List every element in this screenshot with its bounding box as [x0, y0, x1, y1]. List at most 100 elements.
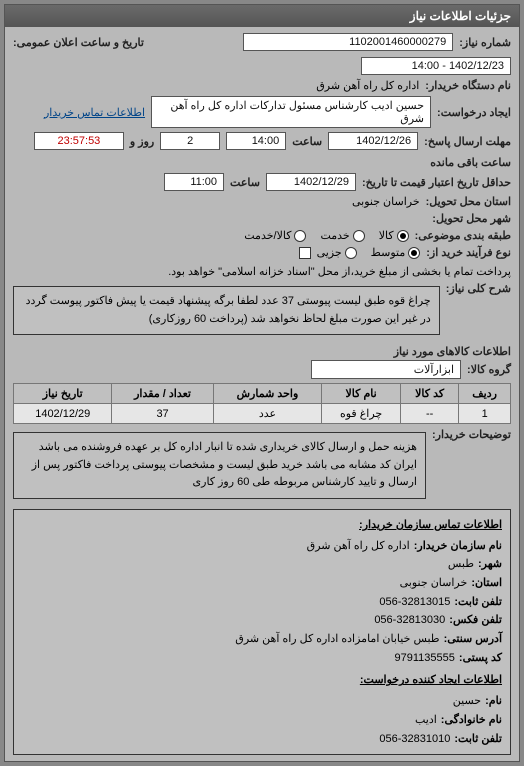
- table-cell: عدد: [213, 404, 322, 424]
- c-postal-label: کد پستی:: [459, 649, 502, 668]
- box-buyer-notes: هزینه حمل و ارسال کالای خریداری شده تا ا…: [13, 432, 426, 499]
- radio-label: کالا: [379, 229, 394, 242]
- c-phone-label: تلفن ثابت:: [454, 593, 502, 612]
- c-org-label: نام سازمان خریدار:: [414, 537, 502, 556]
- radio-icon: [345, 247, 357, 259]
- table-cell: 37: [112, 404, 213, 424]
- table-header: نام کالا: [322, 384, 401, 404]
- contact-block: اطلاعات تماس سازمان خریدار: نام سازمان خ…: [13, 509, 511, 755]
- label-province: استان محل تحویل:: [426, 195, 511, 208]
- radio-icon: [408, 247, 420, 259]
- field-announce: 1402/12/23 - 14:00: [361, 57, 511, 75]
- label-org-name: نام دستگاه خریدار:: [425, 79, 511, 92]
- row-send-deadline: مهلت ارسال پاسخ: 1402/12/26 ساعت 14:00 2…: [13, 132, 511, 169]
- c-phone2: 056-32831010: [379, 730, 450, 749]
- field-remaining-time: 23:57:53: [34, 132, 124, 150]
- link-contact-buyer[interactable]: اطلاعات تماس خریدار: [44, 106, 145, 119]
- row-request-no: شماره نیاز: 1102001460000279 تاریخ و ساع…: [13, 33, 511, 75]
- c-city-label: شهر:: [478, 555, 502, 574]
- c-lname-label: نام خانوادگی:: [441, 711, 502, 730]
- c-name-label: نام:: [485, 692, 502, 711]
- row-city: شهر محل تحویل:: [13, 212, 511, 225]
- row-main-desc: شرح کلی نیاز: چراغ قوه طبق لیست پیوستی 3…: [13, 282, 511, 339]
- label-category: طبقه بندی موضوعی:: [415, 229, 511, 242]
- radio-group-category: کالا خدمت کالا/خدمت: [244, 229, 408, 242]
- process-option-1[interactable]: جزیی: [317, 246, 357, 259]
- checkbox-treasury[interactable]: [299, 247, 311, 259]
- table-header: واحد شمارش: [213, 384, 322, 404]
- c-lname: ادیب: [415, 711, 437, 730]
- c-phone: 056-32813015: [379, 593, 450, 612]
- row-goods-group: گروه کالا: ابزارآلات: [13, 360, 511, 379]
- radio-icon: [294, 230, 306, 242]
- value-org-name: اداره کل راه آهن شرق: [316, 79, 419, 92]
- table-row: 1--چراغ قوهعدد371402/12/29: [14, 404, 511, 424]
- c-org: اداره کل راه آهن شرق: [307, 537, 410, 556]
- table-header: تعداد / مقدار: [112, 384, 213, 404]
- c-name: حسین: [453, 692, 481, 711]
- c-addr: طبس خیابان امامزاده اداره کل راه آهن شرق: [235, 630, 439, 649]
- main-panel: جزئیات اطلاعات نیاز شماره نیاز: 11020014…: [4, 4, 520, 762]
- radio-icon: [397, 230, 409, 242]
- radio-label: کالا/خدمت: [244, 229, 291, 242]
- category-option-2[interactable]: کالا/خدمت: [244, 229, 306, 242]
- field-remaining-days: 2: [160, 132, 220, 150]
- field-request-create: حسین ادیب کارشناس مسئول تدارکات اداره کل…: [151, 96, 431, 128]
- row-process: نوع فرآیند خرید از: متوسط جزیی پرداخت تما…: [13, 246, 511, 278]
- label-announce: تاریخ و ساعت اعلان عمومی:: [13, 36, 144, 49]
- field-send-date: 1402/12/26: [328, 132, 418, 150]
- field-goods-group: ابزارآلات: [311, 360, 461, 379]
- radio-group-process: متوسط جزیی: [317, 246, 421, 259]
- radio-label: متوسط: [371, 246, 406, 259]
- c-phone2-label: تلفن ثابت:: [454, 730, 502, 749]
- label-main-desc: شرح کلی نیاز:: [446, 282, 511, 295]
- radio-label: جزیی: [317, 246, 342, 259]
- radio-icon: [353, 230, 365, 242]
- value-province: خراسان جنوبی: [352, 195, 420, 208]
- table-cell: 1: [459, 404, 511, 424]
- checkbox-treasury-label: پرداخت تمام یا بخشی از مبلغ خرید،از محل …: [168, 265, 511, 278]
- label-buyer-notes: توضیحات خریدار:: [432, 428, 511, 441]
- c-addr-label: آدرس سنتی:: [444, 630, 502, 649]
- c-fax: 056-32813030: [374, 611, 445, 630]
- table-cell: چراغ قوه: [322, 404, 401, 424]
- process-option-0[interactable]: متوسط: [371, 246, 421, 259]
- label-goods-group: گروه کالا:: [467, 363, 511, 376]
- label-send-deadline: مهلت ارسال پاسخ:: [424, 135, 511, 148]
- label-process: نوع فرآیند خرید از:: [426, 246, 511, 259]
- c-postal: 9791135555: [395, 649, 455, 668]
- row-org-name: نام دستگاه خریدار: اداره کل راه آهن شرق: [13, 79, 511, 92]
- label-hour1: ساعت: [292, 135, 322, 148]
- panel-body: شماره نیاز: 1102001460000279 تاریخ و ساع…: [5, 27, 519, 761]
- category-option-1[interactable]: خدمت: [320, 229, 364, 242]
- row-category: طبقه بندی موضوعی: کالا خدمت کالا/خدمت: [13, 229, 511, 242]
- table-cell: 1402/12/29: [14, 404, 112, 424]
- label-request-no: شماره نیاز:: [459, 36, 511, 49]
- table-cell: --: [400, 404, 458, 424]
- c-city: طبس: [448, 555, 474, 574]
- box-main-desc: چراغ قوه طبق لیست پیوستی 37 عدد لطفا برگ…: [13, 286, 440, 335]
- c-fax-label: تلفن فکس:: [449, 611, 502, 630]
- table-title: اطلاعات کالاهای مورد نیاز: [13, 345, 511, 358]
- contact-title-2: اطلاعات ایجاد کننده درخواست:: [22, 671, 502, 690]
- label-remaining: ساعت باقی مانده: [430, 156, 511, 169]
- panel-title: جزئیات اطلاعات نیاز: [5, 5, 519, 27]
- table-header: تاریخ نیاز: [14, 384, 112, 404]
- row-province: استان محل تحویل: خراسان جنوبی: [13, 195, 511, 208]
- label-request-create: ایجاد درخواست:: [437, 106, 511, 119]
- row-request-create: ایجاد درخواست: حسین ادیب کارشناس مسئول ت…: [13, 96, 511, 128]
- category-option-0[interactable]: کالا: [379, 229, 409, 242]
- table-header: کد کالا: [400, 384, 458, 404]
- goods-table: ردیفکد کالانام کالاواحد شمارشتعداد / مقد…: [13, 383, 511, 424]
- row-price-validity: حداقل تاریخ اعتبار قیمت تا تاریخ: 1402/1…: [13, 173, 511, 191]
- row-buyer-notes: توضیحات خریدار: هزینه حمل و ارسال کالای …: [13, 428, 511, 503]
- label-price-validity: حداقل تاریخ اعتبار قیمت تا تاریخ:: [362, 176, 511, 189]
- field-price-date: 1402/12/29: [266, 173, 356, 191]
- label-hour2: ساعت: [230, 176, 260, 189]
- field-send-time: 14:00: [226, 132, 286, 150]
- contact-title-1: اطلاعات تماس سازمان خریدار:: [22, 516, 502, 535]
- field-request-no: 1102001460000279: [243, 33, 453, 51]
- field-price-time: 11:00: [164, 173, 224, 191]
- table-header: ردیف: [459, 384, 511, 404]
- label-day-and: روز و: [130, 135, 154, 148]
